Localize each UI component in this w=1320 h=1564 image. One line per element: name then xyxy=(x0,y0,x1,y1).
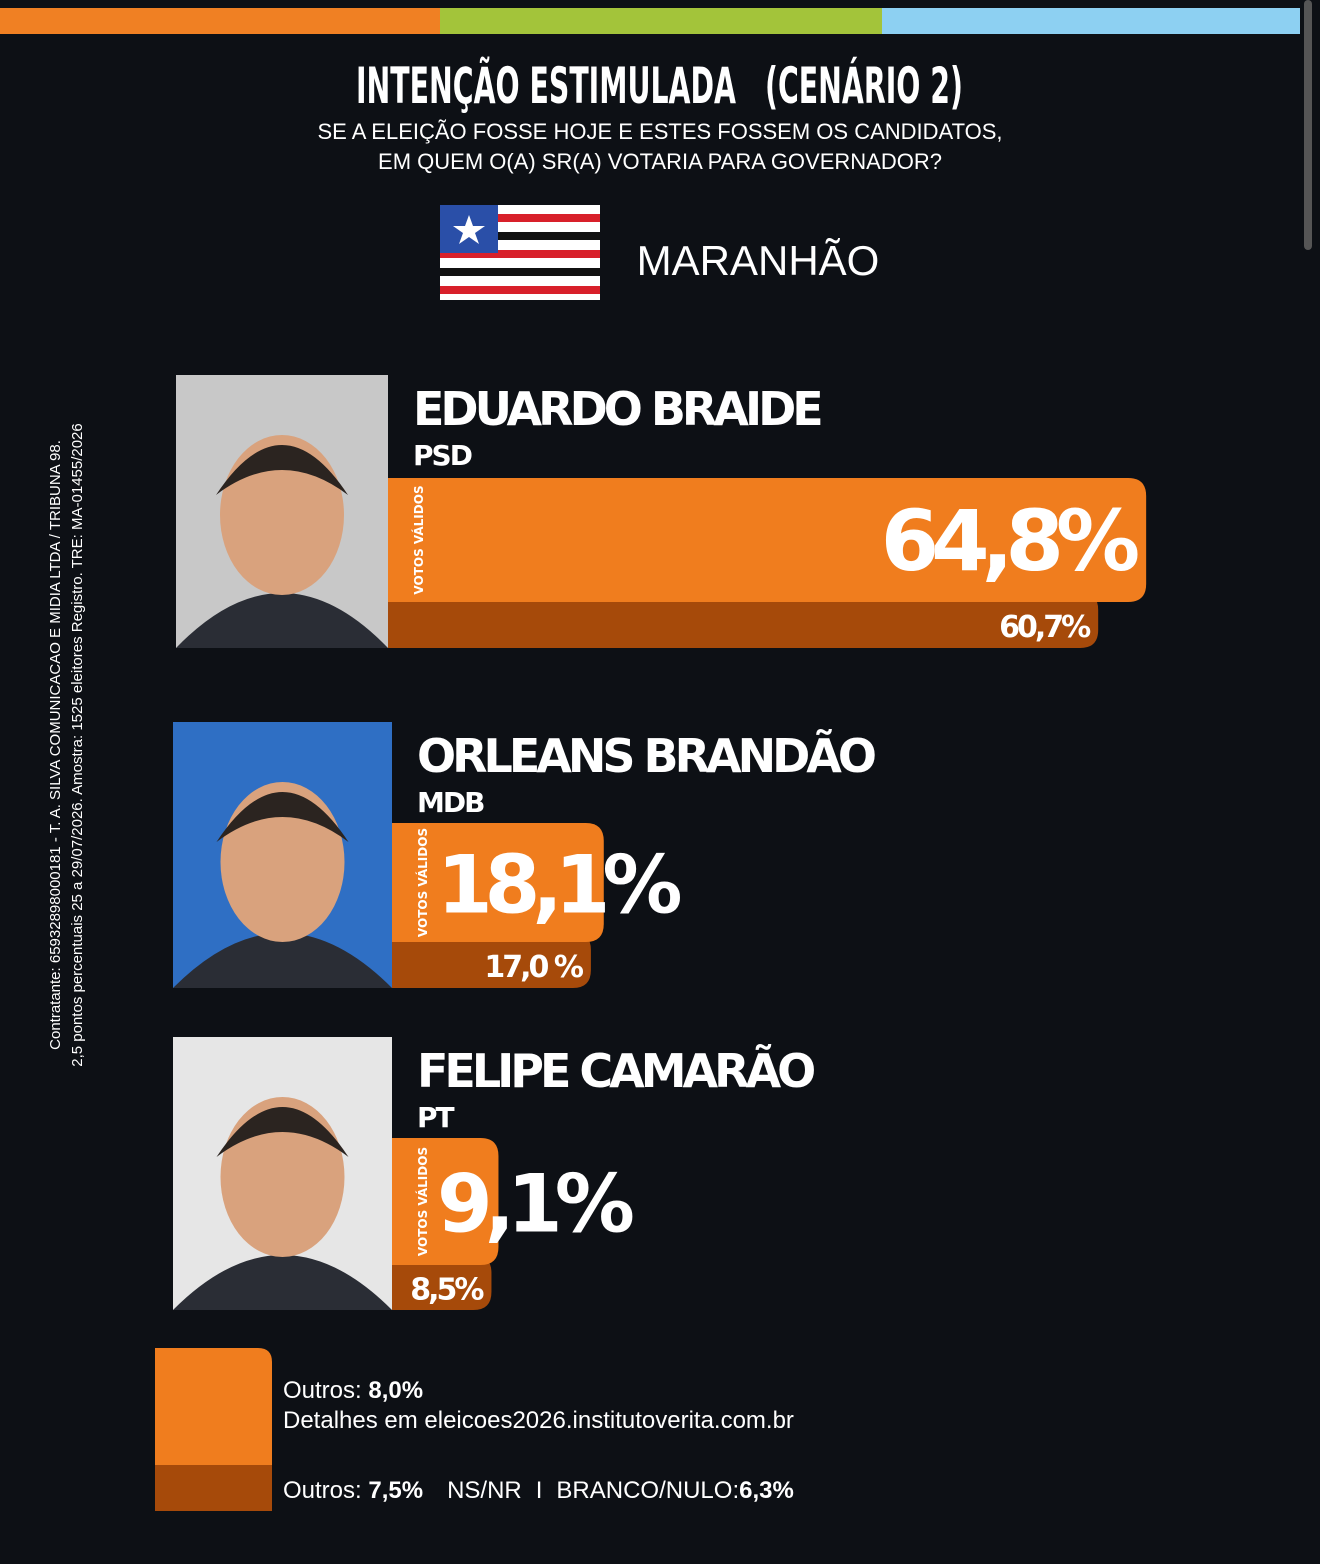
value-label: 64,8% xyxy=(881,492,1138,590)
bar-total xyxy=(388,592,1099,648)
stripe xyxy=(882,8,1300,34)
bar-valid xyxy=(392,1138,499,1265)
photo-body xyxy=(173,1255,392,1310)
value-label: 18,1% xyxy=(437,839,680,932)
blank-value: 6,3% xyxy=(739,1477,794,1504)
footer-details: Detalhes em eleicoes2026.institutoverita… xyxy=(283,1407,794,1434)
candidate-name: EDUARDO BRAIDE xyxy=(413,382,821,436)
scenario: (CENÁRIO 2) xyxy=(765,56,963,115)
party: PSD xyxy=(413,439,472,472)
side-note-line: Contratante: 65932898000181 - T. A. SILV… xyxy=(47,440,64,1050)
label: Outros: xyxy=(283,1377,362,1404)
footer-total: Outros: 7,5% NS/NR I BRANCO/NULO:6,3% xyxy=(283,1477,794,1504)
series-name: VOTOS VÁLIDOS xyxy=(415,828,430,937)
footer: Outros: 8,0% Detalhes em eleicoes2026.in… xyxy=(155,1348,794,1511)
photo-body xyxy=(173,933,392,988)
question: EM QUEM O(A) SR(A) VOTARIA PARA GOVERNAD… xyxy=(378,149,942,174)
candidate-name: FELIPE CAMARÃO xyxy=(417,1043,814,1098)
separator: I xyxy=(536,1477,543,1504)
footer-valid: Outros: 8,0% xyxy=(283,1377,423,1404)
bar-total xyxy=(392,1255,492,1310)
state: MARANHÃO xyxy=(637,237,880,284)
stripe xyxy=(440,8,882,34)
value: 8,0% xyxy=(368,1377,423,1404)
photo-hair xyxy=(216,792,349,842)
bar-valid xyxy=(392,823,604,942)
photo-body xyxy=(176,593,388,648)
value-label-total: 17,0 % xyxy=(484,950,583,985)
title: INTENÇÃO ESTIMULADA xyxy=(356,56,736,115)
label: Outros: xyxy=(283,1477,362,1504)
value-label-total: 8,5% xyxy=(410,1273,484,1308)
candidate-name: ORLEANS BRANDÃO xyxy=(417,728,875,783)
flag xyxy=(440,205,600,300)
value-label-total: 60,7% xyxy=(999,610,1091,645)
value-label: 9,1% xyxy=(437,1158,633,1251)
stripe xyxy=(0,8,440,34)
party: MDB xyxy=(417,786,484,819)
footer-box xyxy=(155,1348,272,1465)
side-note: Contratante: 65932898000181 - T. A. SILV… xyxy=(47,423,86,1066)
party: PT xyxy=(417,1101,455,1134)
footer-box xyxy=(155,1465,272,1511)
photo-hair xyxy=(216,445,348,495)
question: SE A ELEIÇÃO FOSSE HOJE E ESTES FOSSEM O… xyxy=(317,119,1002,144)
series-name: VOTOS VÁLIDOS xyxy=(415,1147,430,1256)
series-name: VOTOS VÁLIDOS xyxy=(411,485,426,594)
bar-total xyxy=(392,932,591,988)
nsnr: NS/NR xyxy=(447,1477,522,1504)
photo-hair xyxy=(216,1107,349,1157)
side-note-line: 2,5 pontos percentuais 25 a 29/07/2026. … xyxy=(69,423,86,1066)
bar-valid xyxy=(388,478,1147,602)
blank-label: BRANCO/NULO: xyxy=(556,1477,739,1504)
scrollbar xyxy=(1304,0,1312,250)
value: 7,5% xyxy=(368,1477,423,1504)
